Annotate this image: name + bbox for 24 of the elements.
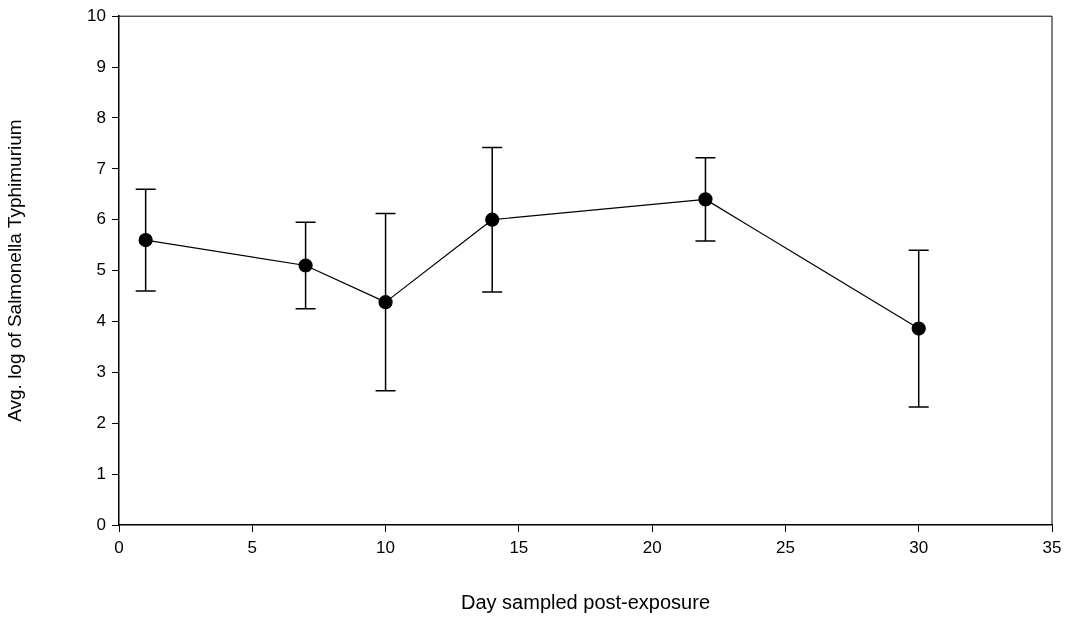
y-tick-label: 2 bbox=[96, 412, 106, 432]
point bbox=[378, 295, 393, 310]
x-tick-label: 5 bbox=[247, 537, 258, 557]
y-tick-label: 7 bbox=[96, 158, 106, 178]
x-tick-label: 35 bbox=[1042, 537, 1062, 557]
y-tick-label: 10 bbox=[87, 5, 106, 25]
x-tick-label: 30 bbox=[909, 537, 929, 557]
x-tick-label: 25 bbox=[775, 537, 795, 557]
y-tick-label: 8 bbox=[96, 107, 106, 127]
y-tick-label: 3 bbox=[96, 362, 106, 382]
x-tick-label: 10 bbox=[376, 537, 396, 557]
y-tick-label: 4 bbox=[96, 311, 106, 331]
x-tick-label: 15 bbox=[509, 537, 529, 557]
y-tick-label: 0 bbox=[96, 514, 106, 534]
x-tick-label: 0 bbox=[114, 537, 124, 557]
x-tick-label: 20 bbox=[642, 537, 662, 557]
y-tick-label: 5 bbox=[96, 260, 106, 280]
y-tick-label: 6 bbox=[96, 209, 106, 229]
point bbox=[138, 232, 153, 248]
y-tick-label: 9 bbox=[96, 56, 106, 76]
y-tick-label: 1 bbox=[96, 463, 106, 483]
point bbox=[911, 321, 926, 336]
x-axis-title: Day sampled post-exposure bbox=[460, 590, 711, 613]
y-axis-title: Avg. log of Salmonella Typhimurium bbox=[3, 119, 25, 422]
